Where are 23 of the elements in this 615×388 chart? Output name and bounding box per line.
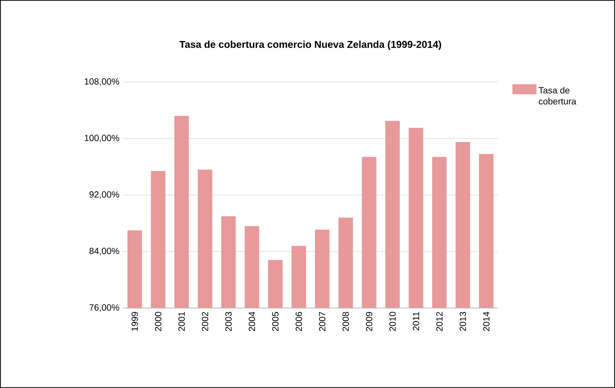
x-tick-label: 2011 bbox=[412, 312, 420, 330]
x-tick-label: 1999 bbox=[132, 312, 138, 331]
x-tick-label: 2004 bbox=[248, 312, 256, 332]
y-tick-label: 108,00% bbox=[84, 78, 120, 86]
y-tick-label: 100,00% bbox=[84, 134, 120, 142]
x-tick-label: 2000 bbox=[154, 312, 162, 332]
x-tick-label: 2005 bbox=[272, 312, 279, 332]
x-tick-label: 2002 bbox=[202, 312, 208, 332]
y-tick-label: 84,00% bbox=[89, 248, 120, 256]
x-tick-label: 2009 bbox=[366, 312, 372, 332]
x-tick-label: 2007 bbox=[319, 312, 326, 332]
legend-label: Tasa de cobertura bbox=[538, 86, 576, 104]
x-tick-label: 2014 bbox=[483, 312, 490, 332]
x-tick-label: 2008 bbox=[342, 312, 349, 332]
chart-title: Tasa de cobertura comercio Nueva Zelanda (1999-2014) bbox=[179, 40, 442, 50]
y-tick-label: 76,00% bbox=[90, 304, 120, 312]
x-tick-label: 2012 bbox=[436, 312, 443, 332]
x-tick-label: 2003 bbox=[225, 312, 232, 332]
x-tick-label: 2013 bbox=[460, 312, 466, 332]
x-tick-label: 2010 bbox=[389, 312, 396, 332]
x-tick-label: 2001 bbox=[178, 312, 185, 332]
y-tick-label: 92,00% bbox=[89, 191, 120, 199]
x-tick-label: 2006 bbox=[296, 312, 302, 332]
